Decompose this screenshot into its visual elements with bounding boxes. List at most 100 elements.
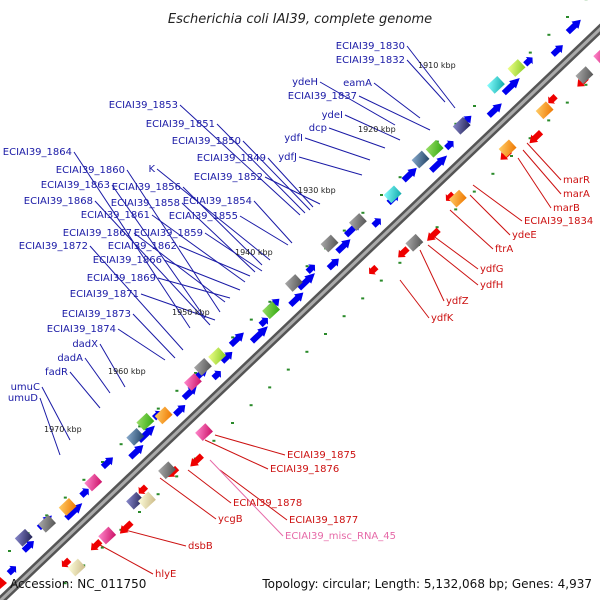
forward-gene-label[interactable]: ECIAI39_1867 xyxy=(63,228,132,239)
forward-gene-label[interactable]: ydfI xyxy=(284,133,303,144)
forward-gene-label[interactable]: ECIAI39_1837 xyxy=(288,91,357,102)
reverse-gene-label[interactable]: ECIAI39_1877 xyxy=(289,515,358,526)
forward-gene-arrow[interactable] xyxy=(486,103,502,118)
forward-gene-label[interactable]: ECIAI39_1852 xyxy=(194,172,263,183)
forward-gene-label[interactable]: ECIAI39_1855 xyxy=(169,211,238,222)
reverse-gene-arrow[interactable] xyxy=(427,227,441,241)
reverse-gene-label[interactable]: ECIAI39_1875 xyxy=(287,450,356,461)
gene-feature-box[interactable] xyxy=(158,461,176,480)
forward-gene-arrow[interactable] xyxy=(429,155,448,173)
forward-gene-label[interactable]: ECIAI39_1832 xyxy=(336,55,405,66)
forward-gene-label[interactable]: ECIAI39_1858 xyxy=(111,198,180,209)
forward-gene-arrow[interactable] xyxy=(173,405,186,417)
forward-gene-arrow[interactable] xyxy=(326,258,339,271)
forward-gene-arrow[interactable] xyxy=(21,540,34,553)
reverse-gene-label[interactable]: marR xyxy=(563,175,590,186)
gene-feature-box[interactable] xyxy=(507,59,526,77)
reverse-gene-label[interactable]: ydfH xyxy=(480,280,503,291)
forward-gene-label[interactable]: ECIAI39_1849 xyxy=(197,153,266,164)
forward-gene-label[interactable]: ECIAI39_1872 xyxy=(19,241,88,252)
reverse-gene-arrow[interactable] xyxy=(190,453,204,467)
reverse-gene-label[interactable]: dsbB xyxy=(188,541,213,552)
reverse-gene-label[interactable]: ydfK xyxy=(431,313,454,324)
forward-gene-label[interactable]: ydeI xyxy=(322,110,343,121)
forward-gene-arrow[interactable] xyxy=(401,167,417,183)
forward-gene-arrow[interactable] xyxy=(228,332,244,348)
gene-feature-box[interactable] xyxy=(183,373,202,391)
forward-gene-label[interactable]: ECIAI39_1856 xyxy=(112,182,181,193)
gene-feature-box[interactable] xyxy=(208,347,227,366)
gene-feature-box[interactable] xyxy=(284,274,303,292)
reverse-gene-label[interactable]: ydeE xyxy=(512,230,537,241)
gene-feature-box[interactable] xyxy=(452,116,471,135)
forward-gene-label[interactable]: dadX xyxy=(72,339,98,350)
forward-gene-label[interactable]: ydeH xyxy=(292,77,318,88)
forward-gene-arrow[interactable] xyxy=(64,503,83,521)
forward-gene-arrow[interactable] xyxy=(249,326,268,344)
forward-gene-arrow[interactable] xyxy=(371,218,381,228)
reverse-gene-label[interactable]: ftrA xyxy=(495,244,513,255)
forward-gene-label[interactable]: ECIAI39_1861 xyxy=(81,210,150,221)
gene-feature-box[interactable] xyxy=(411,150,430,169)
reverse-gene-label[interactable]: ycgB xyxy=(218,514,243,525)
forward-gene-label[interactable]: ECIAI39_1869 xyxy=(87,273,156,284)
forward-gene-arrow[interactable] xyxy=(296,273,315,291)
gene-feature-box[interactable] xyxy=(575,66,594,85)
gene-feature-box[interactable] xyxy=(154,406,173,425)
gene-feature-box[interactable] xyxy=(383,185,402,204)
gene-feature-box[interactable] xyxy=(498,139,517,158)
reverse-gene-arrow[interactable] xyxy=(138,484,149,495)
reverse-gene-label[interactable]: marA xyxy=(563,189,590,200)
misc-rna-label[interactable]: ECIAI39_misc_RNA_45 xyxy=(285,531,396,542)
forward-gene-label[interactable]: ECIAI39_1866 xyxy=(93,255,162,266)
forward-gene-arrow[interactable] xyxy=(211,370,221,381)
reverse-gene-label[interactable]: ydfG xyxy=(480,264,504,275)
reverse-gene-label[interactable]: hlyE xyxy=(155,569,176,580)
gene-feature-box[interactable] xyxy=(58,498,77,516)
forward-gene-label[interactable]: K xyxy=(148,164,155,175)
forward-gene-arrow[interactable] xyxy=(100,457,113,470)
gene-feature-box[interactable] xyxy=(193,358,212,376)
gene-feature-box[interactable] xyxy=(535,101,554,120)
reverse-gene-label[interactable]: ECIAI39_1834 xyxy=(524,216,593,227)
gene-feature-box[interactable] xyxy=(320,234,339,253)
forward-gene-label[interactable]: ECIAI39_1830 xyxy=(336,41,405,52)
forward-gene-label[interactable]: dcp xyxy=(309,123,327,134)
forward-gene-arrow[interactable] xyxy=(444,140,454,151)
forward-gene-arrow[interactable] xyxy=(523,56,533,67)
forward-gene-arrow[interactable] xyxy=(288,292,304,308)
forward-gene-label[interactable]: ECIAI39_1864 xyxy=(3,147,72,158)
gene-feature-box[interactable] xyxy=(405,233,424,252)
forward-gene-label[interactable]: ECIAI39_1853 xyxy=(109,100,178,111)
gene-feature-box[interactable] xyxy=(138,491,156,510)
forward-gene-label[interactable]: ECIAI39_1868 xyxy=(24,196,93,207)
forward-gene-label[interactable]: ECIAI39_1850 xyxy=(172,136,241,147)
forward-gene-arrow[interactable] xyxy=(501,77,520,96)
forward-gene-label[interactable]: dadA xyxy=(57,353,83,364)
forward-gene-arrow[interactable] xyxy=(305,264,316,274)
forward-gene-arrow[interactable] xyxy=(258,317,269,328)
gene-feature-box[interactable] xyxy=(448,189,467,208)
forward-gene-label[interactable]: ECIAI39_1863 xyxy=(41,180,110,191)
forward-gene-label[interactable]: ECIAI39_1871 xyxy=(70,289,139,300)
gene-feature-box[interactable] xyxy=(84,473,103,492)
gene-feature-box[interactable] xyxy=(14,528,33,547)
gene-feature-box[interactable] xyxy=(126,428,145,446)
forward-gene-arrow[interactable] xyxy=(128,444,144,460)
gene-feature-box[interactable] xyxy=(67,558,86,577)
reverse-gene-label[interactable]: ECIAI39_1876 xyxy=(270,464,339,475)
forward-gene-label[interactable]: umuC xyxy=(11,382,40,393)
forward-gene-label[interactable]: ECIAI39_1862 xyxy=(108,241,177,252)
gene-feature-box[interactable] xyxy=(195,423,213,442)
gene-feature-box[interactable] xyxy=(98,526,117,545)
forward-gene-label[interactable]: ECIAI39_1860 xyxy=(56,165,125,176)
reverse-gene-label[interactable]: ydfZ xyxy=(446,296,469,307)
reverse-gene-arrow[interactable] xyxy=(119,520,134,534)
reverse-gene-label[interactable]: marB xyxy=(553,203,580,214)
reverse-gene-arrow[interactable] xyxy=(548,94,558,104)
gene-feature-box[interactable] xyxy=(262,301,281,320)
forward-gene-arrow[interactable] xyxy=(565,19,581,35)
gene-feature-box[interactable] xyxy=(38,514,57,533)
gene-feature-box[interactable] xyxy=(348,213,367,231)
forward-gene-arrow[interactable] xyxy=(220,351,233,364)
